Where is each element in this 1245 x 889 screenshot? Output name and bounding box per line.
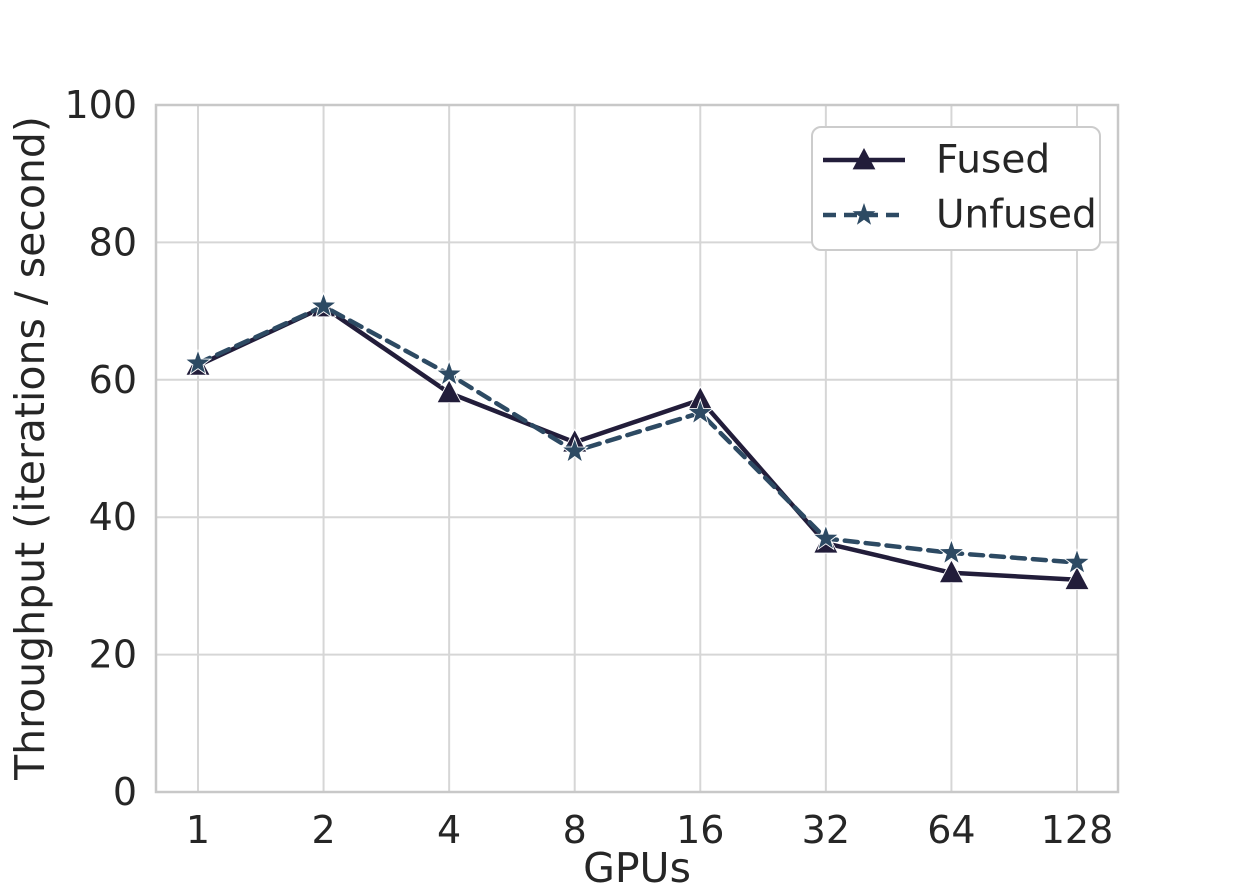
x-tick-label: 8 [563, 808, 587, 852]
x-tick-label: 2 [311, 808, 335, 852]
y-tick-label: 40 [89, 495, 137, 539]
y-tick-label: 100 [64, 83, 137, 127]
marker-star-icon [811, 523, 840, 551]
x-tick-label: 128 [1041, 808, 1114, 852]
legend-marker-triangle-icon [852, 148, 876, 170]
y-tick-label: 20 [89, 633, 137, 677]
y-tick-label: 60 [89, 358, 137, 402]
marker-star-icon [435, 359, 464, 387]
y-tick-label: 0 [113, 770, 137, 814]
marker-star-icon [183, 348, 213, 376]
marker-star-icon [686, 398, 715, 425]
series-line-fused [195, 304, 1080, 582]
y-axis-title: Throughput (iterations / second) [6, 116, 54, 781]
legend-label: Unfused [936, 193, 1097, 238]
x-tick-label: 16 [676, 808, 724, 852]
legend-label: Fused [936, 138, 1050, 183]
series-line-unfused [195, 304, 1080, 565]
legend-marker-star-icon [852, 203, 876, 225]
marker-triangle-icon [938, 558, 965, 584]
marker-triangle-icon [436, 378, 463, 404]
marker-star-icon [560, 436, 589, 464]
x-axis-title: GPUs [583, 844, 691, 889]
marker-triangle-icon [1064, 565, 1090, 590]
x-tick-label: 1 [186, 808, 210, 852]
marker-star-icon [309, 291, 338, 319]
x-tick-label: 32 [802, 808, 850, 852]
x-tick-label: 4 [437, 808, 461, 852]
marker-star-icon [1062, 547, 1092, 575]
y-tick-label: 80 [89, 220, 137, 264]
x-tick-label: 64 [927, 808, 975, 852]
plot-border [154, 103, 1120, 794]
marker-star-icon [937, 538, 966, 565]
